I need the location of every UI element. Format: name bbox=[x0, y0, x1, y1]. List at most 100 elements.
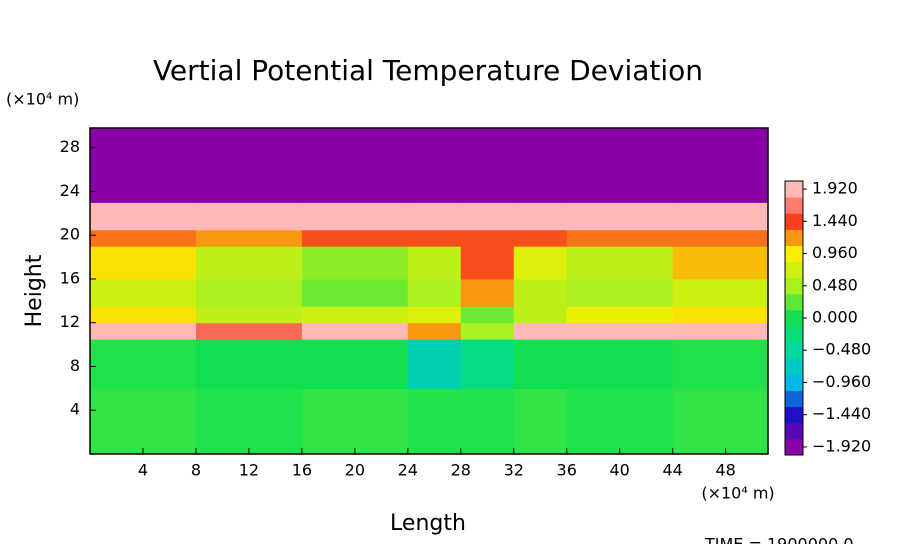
heatmap-cell bbox=[460, 246, 515, 280]
x-tick-label: 24 bbox=[398, 461, 418, 480]
heatmap-cell bbox=[460, 202, 515, 231]
heatmap-cell bbox=[407, 339, 462, 389]
heatmap-cell bbox=[301, 339, 409, 389]
heatmap-cell bbox=[301, 306, 409, 324]
heatmap-cell bbox=[195, 322, 303, 340]
heatmap-cell bbox=[407, 128, 462, 203]
colorbar-block bbox=[785, 422, 803, 440]
y-tick-label: 20 bbox=[60, 225, 80, 244]
heatmap-cell bbox=[301, 202, 409, 231]
y-tick-label: 4 bbox=[70, 400, 80, 419]
heatmap-cell bbox=[195, 202, 303, 231]
heatmap-cell bbox=[407, 246, 462, 280]
heatmap-cell bbox=[195, 229, 303, 247]
colorbar-tick-label: −0.960 bbox=[812, 372, 871, 391]
colorbar-block bbox=[785, 390, 803, 408]
heatmap-cell bbox=[407, 202, 462, 231]
heatmap-cell bbox=[566, 388, 674, 455]
colorbar-block bbox=[785, 406, 803, 424]
colorbar-block bbox=[785, 229, 803, 246]
heatmap-cell bbox=[513, 128, 568, 203]
y-tick-label: 24 bbox=[60, 181, 80, 200]
heatmap-cell bbox=[407, 388, 462, 455]
heatmap-cell bbox=[513, 246, 568, 280]
heatmap-cell bbox=[195, 246, 303, 280]
footer: TIME = 1900000.0 bbox=[704, 535, 854, 544]
heatmap-cell bbox=[513, 278, 568, 307]
heatmap-cell bbox=[513, 202, 568, 231]
x-tick-label: 44 bbox=[662, 461, 682, 480]
heatmap-cell bbox=[566, 128, 674, 203]
x-tick-label: 12 bbox=[239, 461, 259, 480]
colorbar-block bbox=[785, 293, 803, 311]
heatmap-cell bbox=[513, 339, 568, 389]
heatmap-cell bbox=[407, 306, 462, 324]
heatmap-cell bbox=[672, 278, 769, 307]
heatmap-cell bbox=[195, 128, 303, 203]
colorbar-tick-label: −0.480 bbox=[812, 340, 871, 359]
y-axis-label: Height bbox=[22, 254, 47, 327]
heatmap-cell bbox=[566, 339, 674, 389]
x-tick-label: 32 bbox=[504, 461, 524, 480]
heatmap-cell bbox=[195, 306, 303, 324]
heatmap-cell bbox=[460, 306, 515, 324]
colorbar-block bbox=[785, 309, 803, 327]
colorbar-tick-label: 0.000 bbox=[812, 308, 858, 327]
heatmap-cell bbox=[672, 246, 769, 280]
colorbar-tick-label: 0.960 bbox=[812, 243, 858, 262]
x-tick-label: 20 bbox=[345, 461, 365, 480]
heatmap-cell bbox=[672, 306, 769, 324]
heatmap-cell bbox=[513, 322, 568, 340]
y-tick-label: 16 bbox=[60, 268, 80, 287]
heatmap-cell bbox=[566, 202, 674, 231]
heatmap-cell bbox=[90, 246, 197, 280]
x-tick-label: 40 bbox=[610, 461, 630, 480]
y-unit-label: (×10⁴ m) bbox=[6, 90, 79, 109]
heatmap-cell bbox=[407, 322, 462, 340]
colorbar-tick-label: −1.440 bbox=[812, 404, 871, 423]
chart-title: Vertial Potential Temperature Deviation bbox=[153, 54, 703, 87]
colorbar-block bbox=[785, 277, 803, 295]
heatmap-cell bbox=[407, 229, 462, 247]
x-tick-label: 36 bbox=[557, 461, 577, 480]
heatmap-cell bbox=[407, 278, 462, 307]
y-tick-label: 12 bbox=[60, 312, 80, 331]
heatmap-cell bbox=[195, 278, 303, 307]
heatmap-cell bbox=[460, 322, 515, 340]
colorbar-tick-label: 1.440 bbox=[812, 211, 858, 230]
heatmap-cell bbox=[513, 388, 568, 455]
colorbar-block bbox=[785, 213, 803, 230]
heatmap-cell bbox=[460, 388, 515, 455]
colorbar-block bbox=[785, 342, 803, 359]
heatmap-cell bbox=[301, 229, 409, 247]
colorbar-block bbox=[785, 261, 803, 279]
heatmap-cell bbox=[301, 322, 409, 340]
heatmap-cell bbox=[460, 229, 515, 247]
heatmap-cell bbox=[195, 339, 303, 389]
x-axis-label: Length bbox=[390, 511, 466, 536]
heatmap-cell bbox=[513, 229, 568, 247]
heatmap-cell bbox=[460, 278, 515, 307]
heatmap-cell bbox=[566, 306, 674, 324]
colorbar-block bbox=[785, 197, 803, 214]
heatmap-cell bbox=[90, 306, 197, 324]
colorbar-tick-label: 1.920 bbox=[812, 179, 858, 198]
colorbar-block bbox=[785, 326, 803, 343]
x-tick-label: 4 bbox=[138, 461, 148, 480]
heatmap-cell bbox=[672, 128, 769, 203]
plot-frame bbox=[89, 127, 769, 455]
heatmap-cell bbox=[90, 322, 197, 340]
colorbar-block bbox=[785, 374, 803, 392]
heatmap-cell bbox=[460, 339, 515, 389]
heatmap-cell bbox=[672, 202, 769, 231]
heatmap-cell bbox=[460, 128, 515, 203]
x-tick-label: 28 bbox=[451, 461, 471, 480]
heatmap-cell bbox=[672, 229, 769, 247]
heatmap-cell bbox=[301, 388, 409, 455]
heatmap-cell bbox=[90, 202, 197, 231]
colorbar-block bbox=[785, 358, 803, 375]
heatmap-cell bbox=[90, 229, 197, 247]
heatmap-cell bbox=[566, 229, 674, 247]
